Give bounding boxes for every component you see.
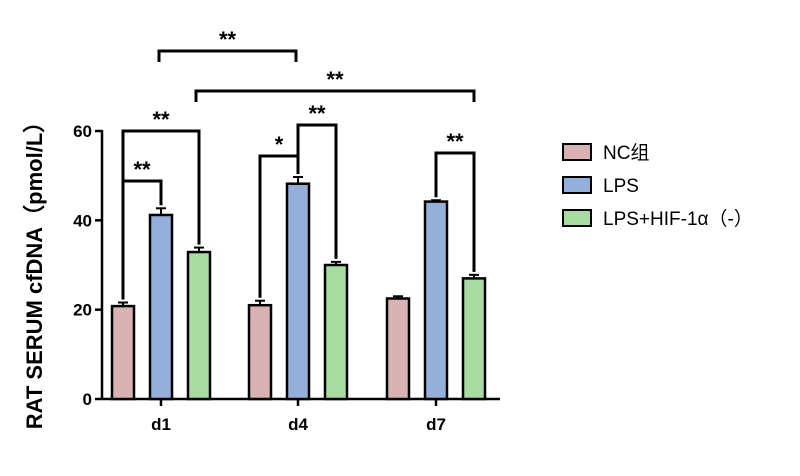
legend-label: NC组 [603,142,649,164]
x-tick-label: d1 [151,415,171,434]
significance-label: * [275,132,284,157]
significance-label: ** [133,157,151,182]
bar [247,303,273,401]
bar [423,200,449,401]
significance-label: ** [308,101,326,126]
y-axis-label: RAT SERUM cfDNA（pmol/L） [22,111,47,430]
significance-label: ** [326,67,344,92]
legend-swatch [562,176,592,194]
legend: NC组 LPS LPS+HIF-1α（-） [562,142,753,230]
bar [186,250,212,401]
legend-swatch [562,209,592,227]
bar [285,182,311,401]
y-tick-label: 40 [73,211,92,230]
bars-layer [110,176,487,401]
significance-bracket [194,89,476,102]
significance-bracket [296,123,338,259]
significance-label: ** [152,107,170,132]
significance-bracket [434,151,476,272]
bar [110,304,136,401]
significance-label: ** [446,129,464,154]
x-tick-label: d7 [426,415,446,434]
bar [323,263,349,401]
significance-label: ** [219,27,237,52]
bar [461,277,487,401]
legend-label: LPS [603,176,639,197]
significance-layer: ************* [121,27,476,300]
bar [148,213,174,401]
significance-bracket [121,129,201,245]
x-tick-label: d4 [288,415,308,434]
legend-swatch [562,143,592,161]
significance-bracket [157,49,298,62]
significance-bracket [121,179,163,300]
y-tick-label: 60 [73,122,92,141]
y-tick-label: 20 [73,301,92,320]
legend-label: LPS+HIF-1α（-） [603,208,753,230]
bar [385,297,411,401]
y-tick-label: 0 [83,390,92,409]
significance-bracket [258,154,300,298]
